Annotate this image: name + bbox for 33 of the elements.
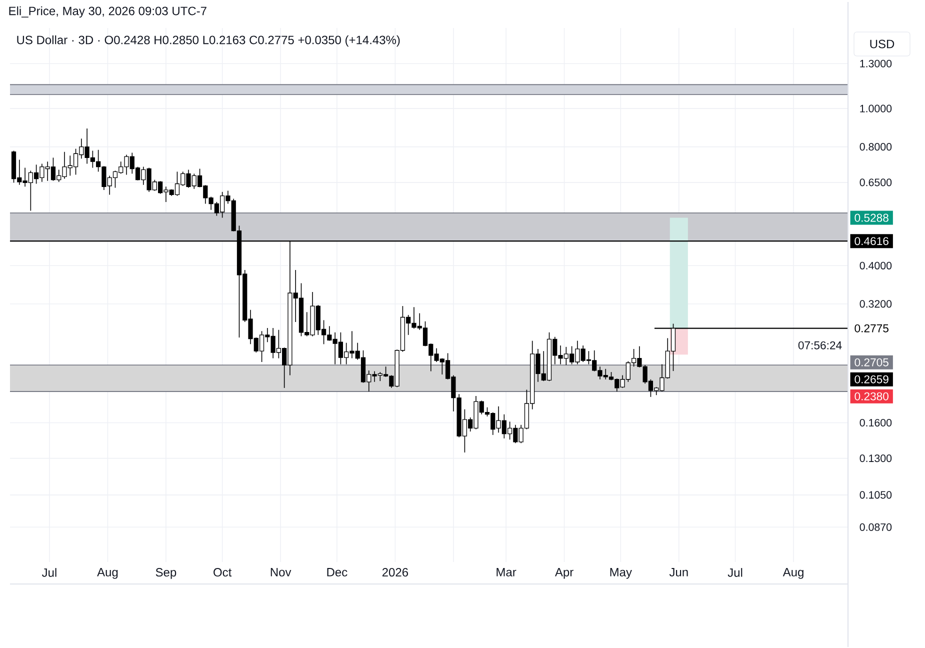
x-tick-label: Apr bbox=[554, 568, 574, 580]
y-tick-label: 0.0870 bbox=[860, 524, 892, 532]
text: US Dollar · 3D · O0.2428 H0.2850 L0.2163 C0.2775 +0.0350 (+14.43%) bbox=[17, 36, 400, 47]
y-tick-label: 1.0000 bbox=[860, 105, 892, 113]
x-tick-label: Mar bbox=[496, 568, 516, 577]
text: 0.2705 bbox=[854, 358, 888, 367]
x-tick-label: Sep bbox=[156, 568, 176, 580]
annotation: 07:56:24 bbox=[798, 342, 842, 350]
y-tick-label: 0.1300 bbox=[860, 454, 892, 462]
x-tick-label: Jul bbox=[728, 568, 742, 578]
x-tick-label: Aug bbox=[97, 568, 118, 580]
y-tick-label: 0.4000 bbox=[860, 262, 892, 270]
y-tick-label: 1.3000 bbox=[860, 60, 892, 68]
x-tick-label: 2026 bbox=[382, 568, 408, 577]
x-tick-label: Dec bbox=[327, 568, 348, 577]
x-tick-label: Jul bbox=[42, 568, 56, 578]
text: 0.2380 bbox=[854, 392, 888, 401]
text: 0.2659 bbox=[854, 376, 888, 384]
x-tick-label: Nov bbox=[270, 568, 292, 577]
y-tick-label: 0.8000 bbox=[860, 143, 892, 151]
text: 0.5288 bbox=[854, 214, 888, 222]
x-tick-label: Oct bbox=[214, 568, 232, 577]
y-tick-label: 0.1600 bbox=[860, 419, 892, 427]
text: Eli_Price, May 30, 2026 09:03 UTC-7 bbox=[9, 6, 206, 18]
x-tick-label: Aug bbox=[782, 568, 804, 580]
y-tick-label: 0.1050 bbox=[860, 491, 892, 499]
x-tick-label: May bbox=[610, 568, 632, 580]
ref-line-label: 0.4616 bbox=[854, 237, 888, 246]
y-tick-label: 0.3200 bbox=[860, 300, 892, 308]
y-tick-label: 0.6500 bbox=[860, 178, 892, 186]
x-tick-label: Jun bbox=[669, 568, 688, 577]
text: USD bbox=[870, 40, 894, 48]
text: 0.2775 bbox=[854, 324, 888, 333]
